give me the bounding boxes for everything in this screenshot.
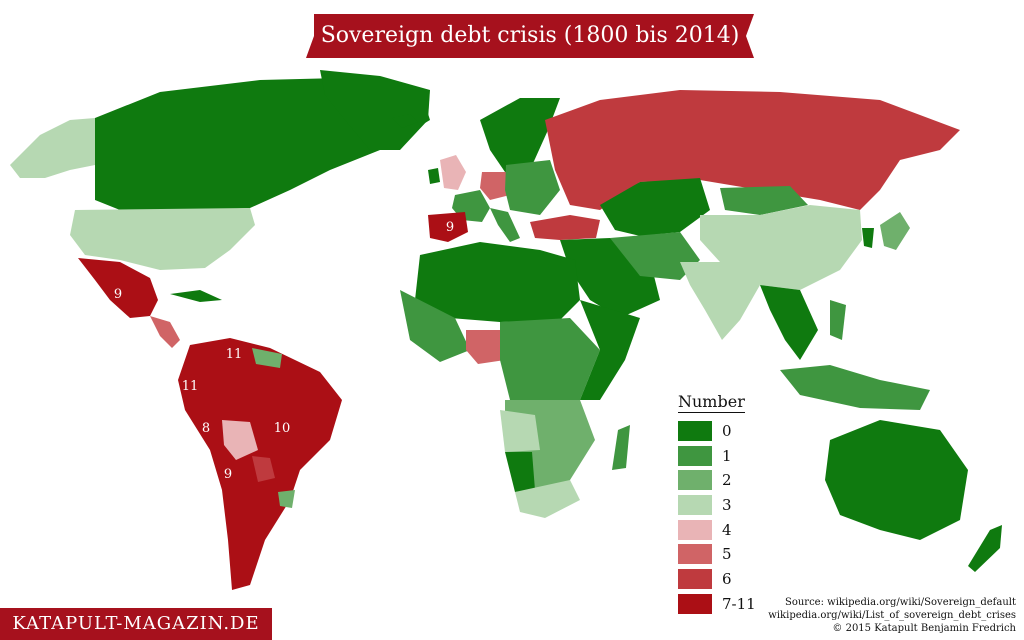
philippines	[830, 300, 846, 340]
legend-label: 4	[722, 520, 732, 539]
uk	[440, 155, 466, 190]
paraguay	[252, 456, 275, 482]
turkey	[530, 215, 600, 240]
central-america	[150, 316, 180, 348]
alaska	[10, 118, 95, 178]
legend-label: 6	[722, 570, 732, 589]
ireland	[428, 168, 440, 184]
mexico	[78, 258, 158, 318]
india	[680, 262, 760, 340]
legend-swatch	[678, 421, 712, 441]
russia	[545, 90, 960, 210]
legend-label: 5	[722, 545, 732, 564]
legend-label: 0	[722, 422, 732, 440]
iceland	[392, 114, 418, 128]
namibia	[505, 452, 535, 492]
bolivia	[222, 420, 258, 460]
guianas	[252, 348, 282, 368]
nigeria	[466, 330, 505, 364]
spain	[428, 212, 468, 242]
legend-row: 2	[678, 470, 770, 495]
label-peru: 8	[202, 421, 210, 436]
angola	[500, 410, 540, 452]
legend-row: 4	[678, 519, 770, 545]
korea	[862, 228, 874, 248]
central-africa	[500, 318, 600, 420]
legend-label: 7-11	[722, 594, 756, 613]
eastern-europe	[505, 160, 560, 215]
indonesia	[780, 365, 930, 410]
legend-swatch	[678, 470, 712, 491]
italy	[490, 208, 520, 242]
china	[700, 205, 862, 290]
legend: Number 0 1 2 3 4 5 6 7-11	[678, 392, 770, 619]
label-venezuela: 11	[226, 347, 243, 362]
new-zealand	[968, 525, 1002, 572]
legend-row: 7-11	[678, 593, 770, 619]
legend-row: 0	[678, 421, 770, 446]
greenland	[320, 70, 430, 150]
uruguay	[278, 490, 295, 508]
brand-footer: KATAPULT-MAGAZIN.DE	[0, 608, 272, 640]
south-africa	[515, 480, 580, 518]
germany	[480, 172, 510, 200]
madagascar	[612, 425, 630, 470]
map-title: Sovereign debt crisis (1800 bis 2014)	[320, 23, 740, 48]
caribbean	[170, 290, 222, 302]
legend-row: 5	[678, 544, 770, 569]
legend-row: 1	[678, 445, 770, 471]
label-mexico: 9	[114, 287, 122, 302]
label-chile: 9	[224, 467, 232, 482]
legend-row: 6	[678, 569, 770, 594]
label-ecuador: 11	[182, 379, 199, 394]
australia	[825, 420, 968, 540]
label-brazil: 10	[274, 421, 291, 436]
world-map: 9 9 11 11 8 10 9	[10, 70, 1002, 590]
scandinavia	[480, 98, 560, 172]
source-line: wikipedia.org/wiki/List_of_sovereign_deb…	[768, 610, 1016, 621]
japan	[880, 212, 910, 250]
usa	[70, 208, 255, 270]
east-africa	[580, 300, 640, 400]
legend-label: 1	[722, 446, 732, 465]
legend-swatch	[678, 445, 712, 466]
title-banner: Sovereign debt crisis (1800 bis 2014)	[306, 14, 754, 58]
legend-items: 0 1 2 3 4 5 6 7-11	[678, 421, 770, 619]
legend-swatch	[678, 544, 712, 565]
legend-swatch	[678, 519, 712, 540]
north-africa	[415, 242, 580, 322]
mongolia	[720, 186, 808, 215]
central-asia	[600, 178, 710, 236]
copyright-line: © 2015 Katapult Benjamin Fredrich	[832, 623, 1016, 634]
sources: Source: wikipedia.org/wiki/Sovereign_def…	[716, 596, 1016, 635]
legend-title: Number	[678, 392, 745, 413]
southeast-asia	[760, 285, 818, 360]
iran	[610, 232, 700, 280]
legend-label: 3	[722, 496, 732, 515]
label-spain: 9	[446, 220, 454, 235]
legend-swatch	[678, 495, 712, 516]
west-africa	[400, 290, 470, 362]
legend-swatch	[678, 593, 712, 614]
title-ribbon	[306, 14, 754, 58]
legend-label: 2	[722, 471, 732, 490]
legend-swatch	[678, 569, 712, 590]
legend-row: 3	[678, 495, 770, 520]
source-line: Source: wikipedia.org/wiki/Sovereign_def…	[784, 597, 1016, 608]
